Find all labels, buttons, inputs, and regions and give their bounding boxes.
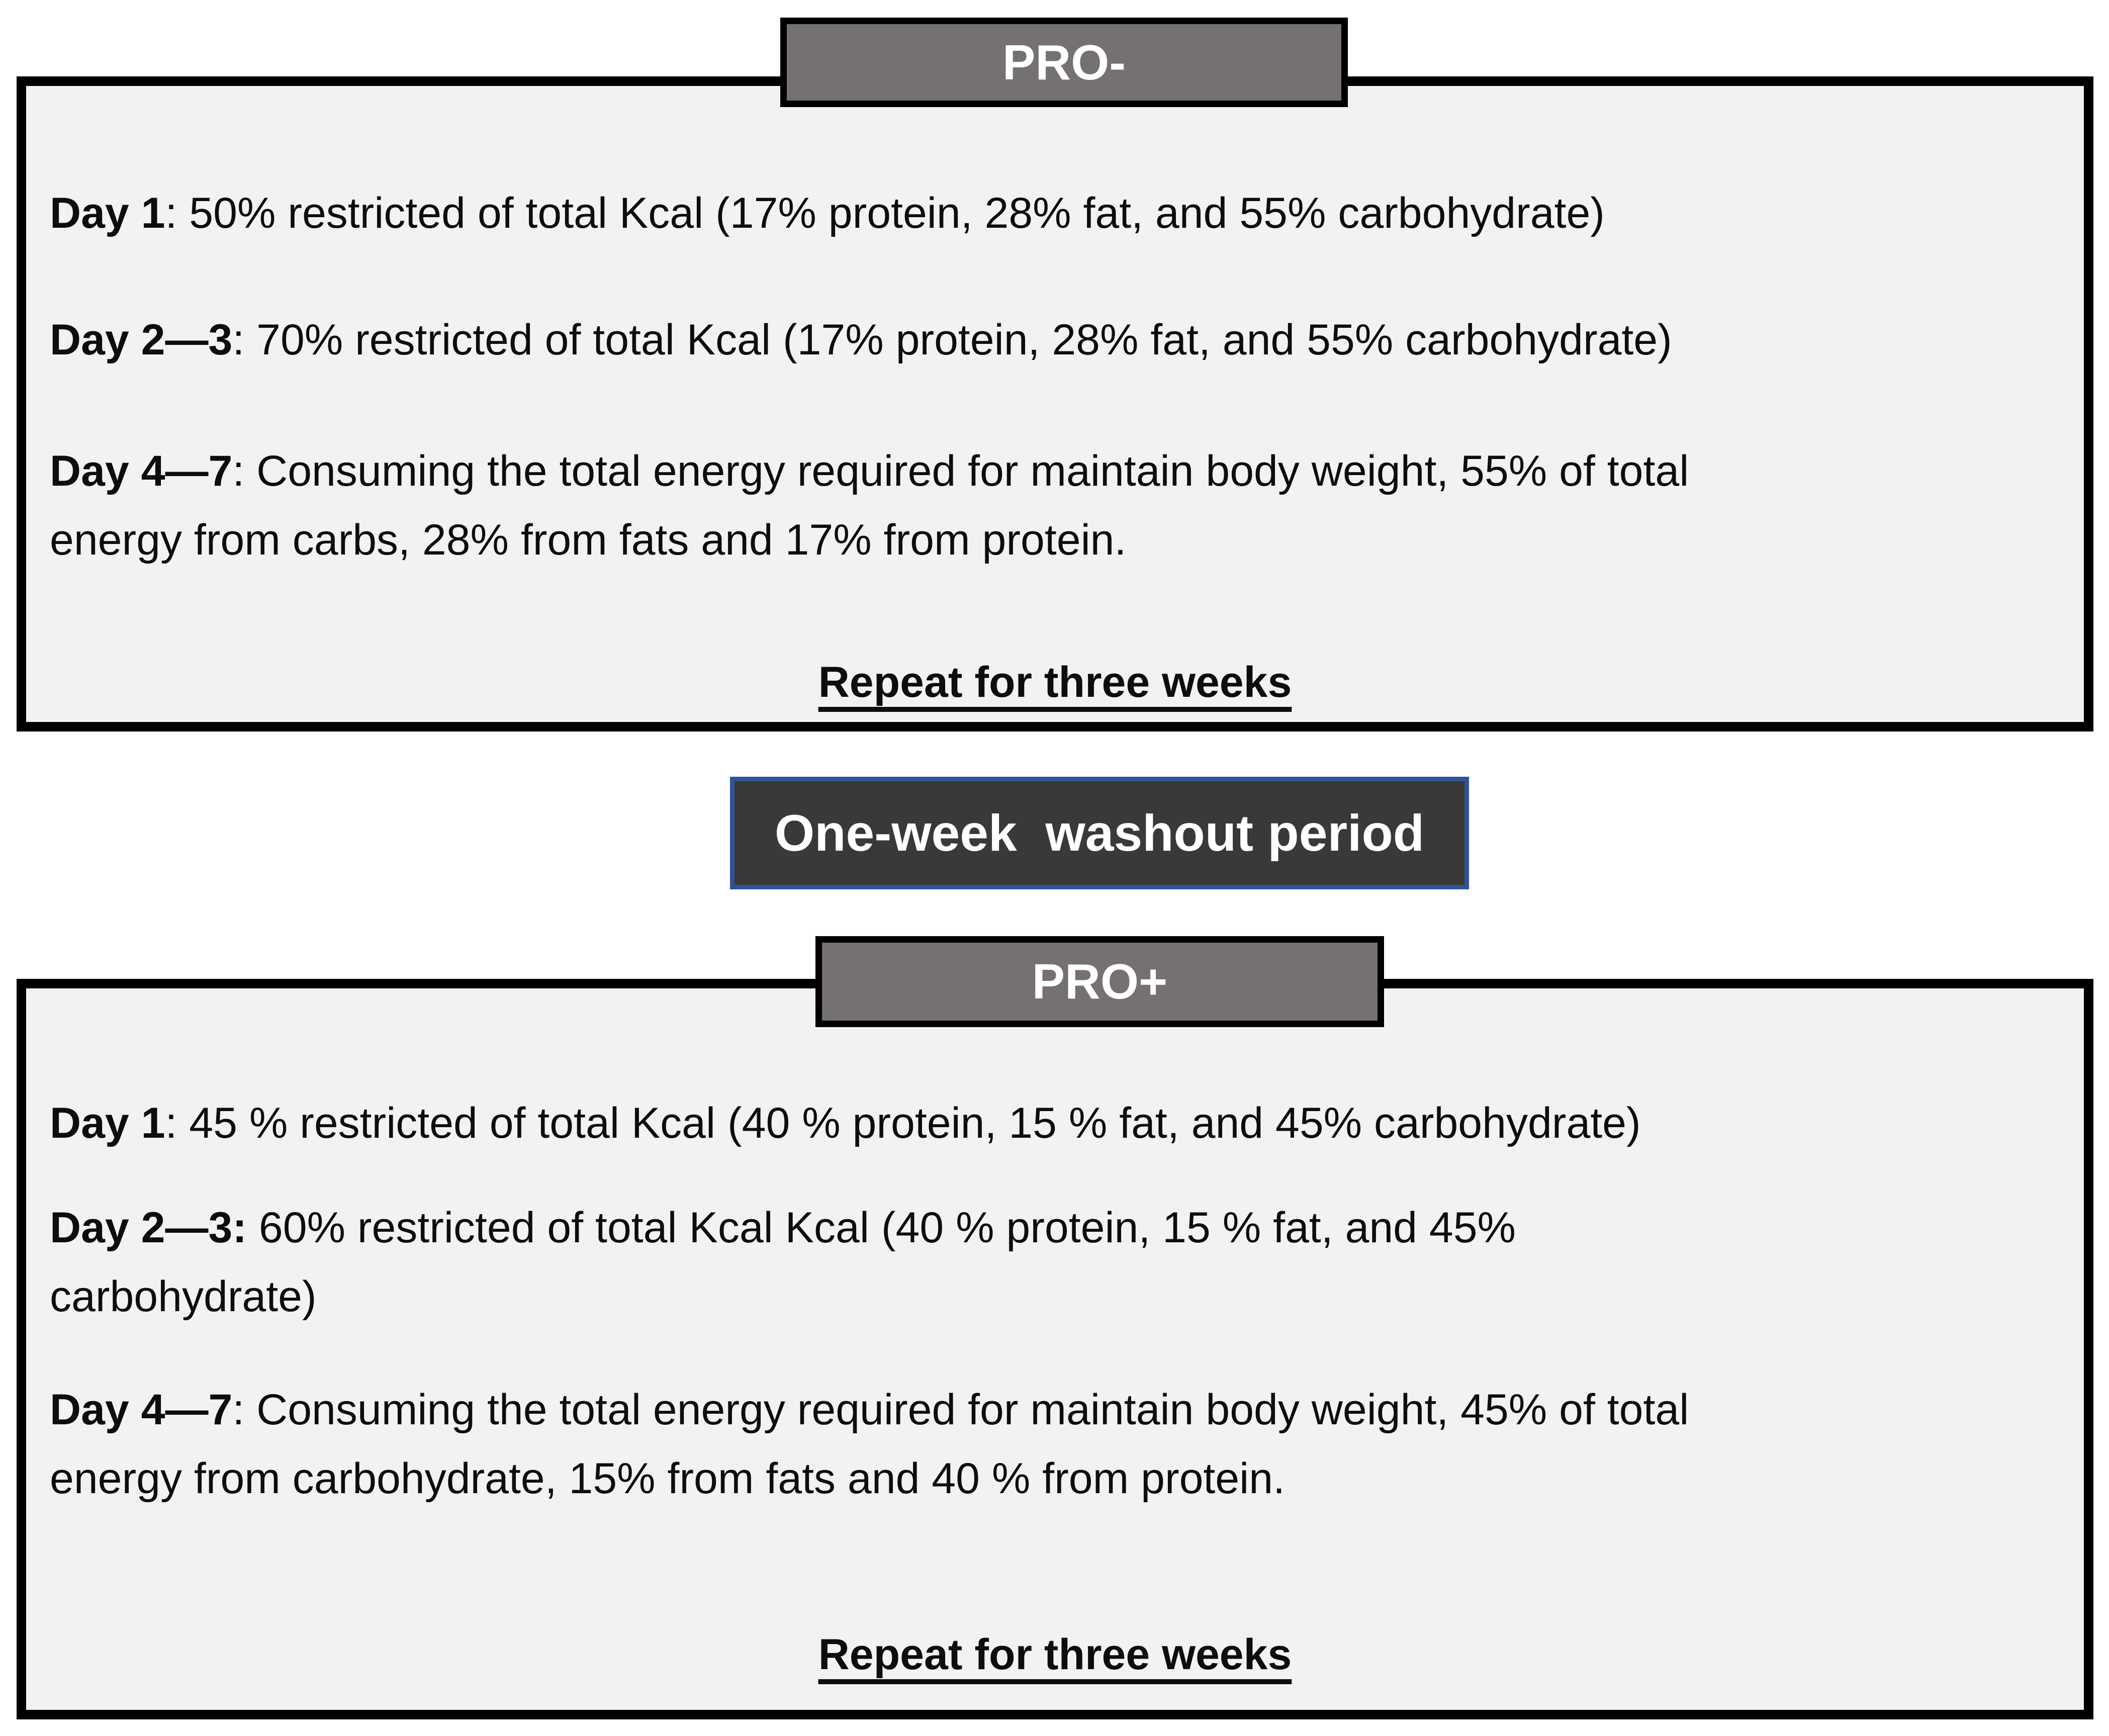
day-text: : 45 % restricted of total Kcal (40 % pr… [165, 1099, 1641, 1147]
repeat-note-text: Repeat for three weeks [818, 1630, 1292, 1679]
day-text: energy from carbs, 28% from fats and 17%… [50, 516, 1127, 564]
pro-minus-day4-7-row: Day 4—7: Consuming the total energy requ… [50, 437, 2054, 575]
pro-minus-header-tab: PRO- [780, 18, 1348, 107]
pro-plus-repeat-note: Repeat for three weeks [26, 1620, 2084, 1689]
pro-plus-day1-row: Day 1: 45 % restricted of total Kcal (40… [50, 1089, 2054, 1158]
day-text: 60% restricted of total Kcal Kcal (40 % … [246, 1204, 1516, 1252]
text-line: energy from carbohydrate, 15% from fats … [50, 1444, 2054, 1513]
day-text: carbohydrate) [50, 1272, 317, 1321]
washout-period-box: One-week washout period [730, 777, 1469, 889]
pro-plus-header-tab: PRO+ [815, 936, 1384, 1027]
day-label: Day 2—3 [50, 316, 233, 364]
pro-minus-day2-3-row: Day 2—3: 70% restricted of total Kcal (1… [50, 306, 2054, 375]
pro-plus-day2-3-row: Day 2—3: 60% restricted of total Kcal Kc… [50, 1194, 2054, 1331]
pro-plus-day4-7-row: Day 4—7: Consuming the total energy requ… [50, 1376, 2054, 1513]
pro-minus-header-label: PRO- [1002, 34, 1126, 90]
pro-plus-header-label: PRO+ [1032, 954, 1168, 1009]
day-label: Day 4—7 [50, 447, 233, 495]
pro-minus-day1-row: Day 1: 50% restricted of total Kcal (17%… [50, 179, 2054, 248]
day-label: Day 1 [50, 1099, 165, 1147]
day-text: : 70% restricted of total Kcal (17% prot… [232, 316, 1672, 364]
text-line: Day 2—3: 70% restricted of total Kcal (1… [50, 306, 2054, 375]
washout-period-label: One-week washout period [774, 804, 1425, 862]
day-label: Day 2—3: [50, 1204, 247, 1252]
text-line: carbohydrate) [50, 1262, 2054, 1331]
day-label: Day 1 [50, 189, 165, 237]
repeat-note-text: Repeat for three weeks [818, 658, 1292, 706]
text-line: Day 1: 50% restricted of total Kcal (17%… [50, 179, 2054, 248]
text-line: Day 4—7: Consuming the total energy requ… [50, 437, 2054, 506]
pro-plus-box: Day 1: 45 % restricted of total Kcal (40… [17, 979, 2093, 1719]
text-line: Day 1: 45 % restricted of total Kcal (40… [50, 1089, 2054, 1158]
day-text: : Consuming the total energy required fo… [232, 447, 1689, 495]
text-line: Day 4—7: Consuming the total energy requ… [50, 1376, 2054, 1444]
day-text: : Consuming the total energy required fo… [232, 1386, 1689, 1434]
text-line: energy from carbs, 28% from fats and 17%… [50, 506, 2054, 575]
pro-minus-box: Day 1: 50% restricted of total Kcal (17%… [17, 76, 2093, 732]
text-line: Day 2—3: 60% restricted of total Kcal Kc… [50, 1194, 2054, 1262]
day-label: Day 4—7 [50, 1386, 233, 1434]
day-text: : 50% restricted of total Kcal (17% prot… [165, 189, 1605, 237]
pro-minus-repeat-note: Repeat for three weeks [26, 648, 2084, 717]
day-text: energy from carbohydrate, 15% from fats … [50, 1454, 1285, 1503]
